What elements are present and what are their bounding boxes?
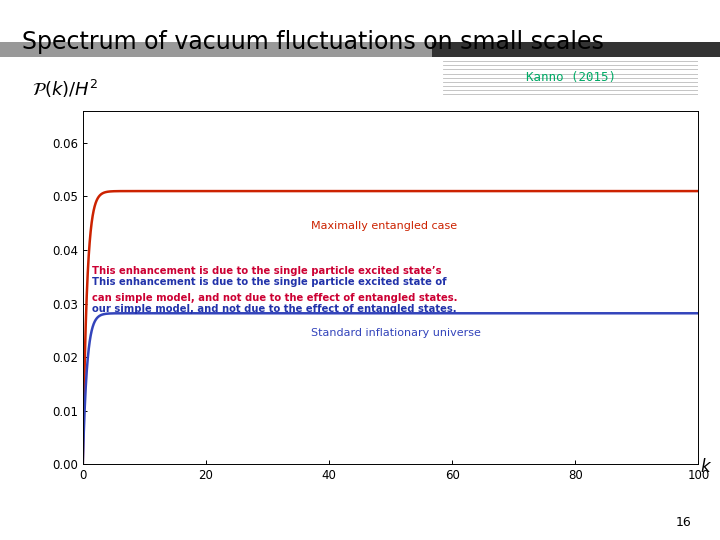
Text: Standard inflationary universe: Standard inflationary universe bbox=[310, 328, 480, 338]
Text: $\mathcal{P}(k)/H^2$: $\mathcal{P}(k)/H^2$ bbox=[32, 78, 98, 100]
Text: $k$: $k$ bbox=[700, 458, 712, 476]
Text: This enhancement is due to the single particle excited state’s: This enhancement is due to the single pa… bbox=[92, 266, 441, 276]
Text: our simple model, and not due to the effect of entangled states.: our simple model, and not due to the eff… bbox=[92, 304, 456, 314]
Text: Maximally entangled case: Maximally entangled case bbox=[310, 220, 456, 231]
Text: can simple model, and not due to the effect of entangled states.: can simple model, and not due to the eff… bbox=[92, 293, 457, 303]
Text: Spectrum of vacuum fluctuations on small scales: Spectrum of vacuum fluctuations on small… bbox=[22, 30, 603, 53]
Text: Kanno (2015): Kanno (2015) bbox=[526, 71, 616, 84]
Text: This enhancement is due to the single particle excited state of: This enhancement is due to the single pa… bbox=[92, 277, 446, 287]
Text: 16: 16 bbox=[675, 516, 691, 529]
